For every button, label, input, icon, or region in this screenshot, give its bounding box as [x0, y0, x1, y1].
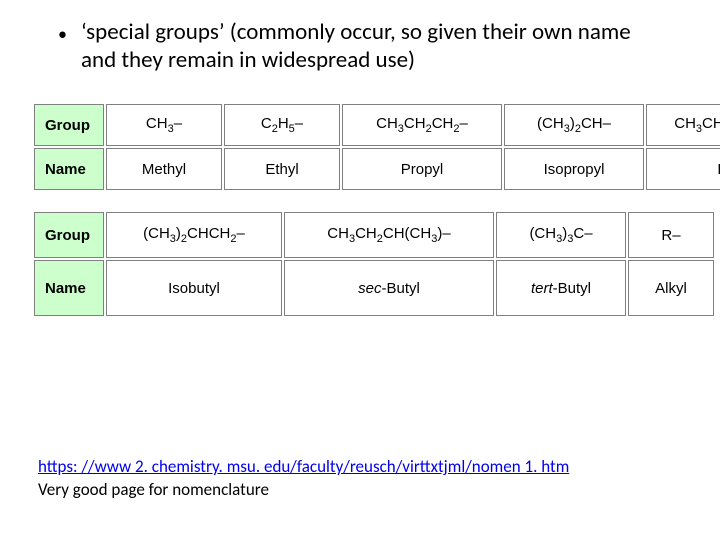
bullet-marker: • — [58, 20, 67, 48]
name-cell: sec-Butyl — [284, 260, 494, 316]
group-cell: (CH3)2CH– — [504, 104, 644, 146]
table1-wrap: Group CH3–C2H5–CH3CH2CH2–(CH3)2CH–CH3CH2… — [32, 102, 688, 192]
group-cell: (CH3)3C– — [496, 212, 626, 258]
slide: • ‘special groups’ (commonly occur, so g… — [0, 0, 720, 540]
bullet-text: ‘special groups’ (commonly occur, so giv… — [81, 18, 658, 74]
name-cell: Methyl — [106, 148, 222, 190]
name-cell: Propyl — [342, 148, 502, 190]
table2: Group (CH3)2CHCH2–CH3CH2CH(CH3)–(CH3)3C–… — [32, 210, 716, 318]
table-row: Group CH3–C2H5–CH3CH2CH2–(CH3)2CH–CH3CH2… — [34, 104, 720, 146]
table-row: Name Isobutylsec-Butyltert-ButylAlkyl — [34, 260, 714, 316]
table-row: Group (CH3)2CHCH2–CH3CH2CH(CH3)–(CH3)3C–… — [34, 212, 714, 258]
row-header-name: Name — [34, 148, 104, 190]
group-cell: CH3CH2CH2CH2– — [646, 104, 720, 146]
group-cell: C2H5– — [224, 104, 340, 146]
name-cell: Isopropyl — [504, 148, 644, 190]
row-header-name: Name — [34, 260, 104, 316]
row-header-group: Group — [34, 104, 104, 146]
table-row: Name MethylEthylPropylIsopropylButyl — [34, 148, 720, 190]
name-cell: tert-Butyl — [496, 260, 626, 316]
bullet-row: • ‘special groups’ (commonly occur, so g… — [58, 18, 658, 74]
table2-wrap: Group (CH3)2CHCH2–CH3CH2CH(CH3)–(CH3)3C–… — [32, 210, 688, 318]
name-cell: Butyl — [646, 148, 720, 190]
group-cell: (CH3)2CHCH2– — [106, 212, 282, 258]
name-cell: Alkyl — [628, 260, 714, 316]
footer: https: //www 2. chemistry. msu. edu/facu… — [38, 456, 682, 500]
source-link[interactable]: https: //www 2. chemistry. msu. edu/facu… — [38, 456, 569, 477]
name-cell: Isobutyl — [106, 260, 282, 316]
group-cell: R– — [628, 212, 714, 258]
name-cell: Ethyl — [224, 148, 340, 190]
row-header-group: Group — [34, 212, 104, 258]
group-cell: CH3– — [106, 104, 222, 146]
table1: Group CH3–C2H5–CH3CH2CH2–(CH3)2CH–CH3CH2… — [32, 102, 720, 192]
group-cell: CH3CH2CH(CH3)– — [284, 212, 494, 258]
footer-caption: Very good page for nomenclature — [38, 479, 682, 500]
group-cell: CH3CH2CH2– — [342, 104, 502, 146]
